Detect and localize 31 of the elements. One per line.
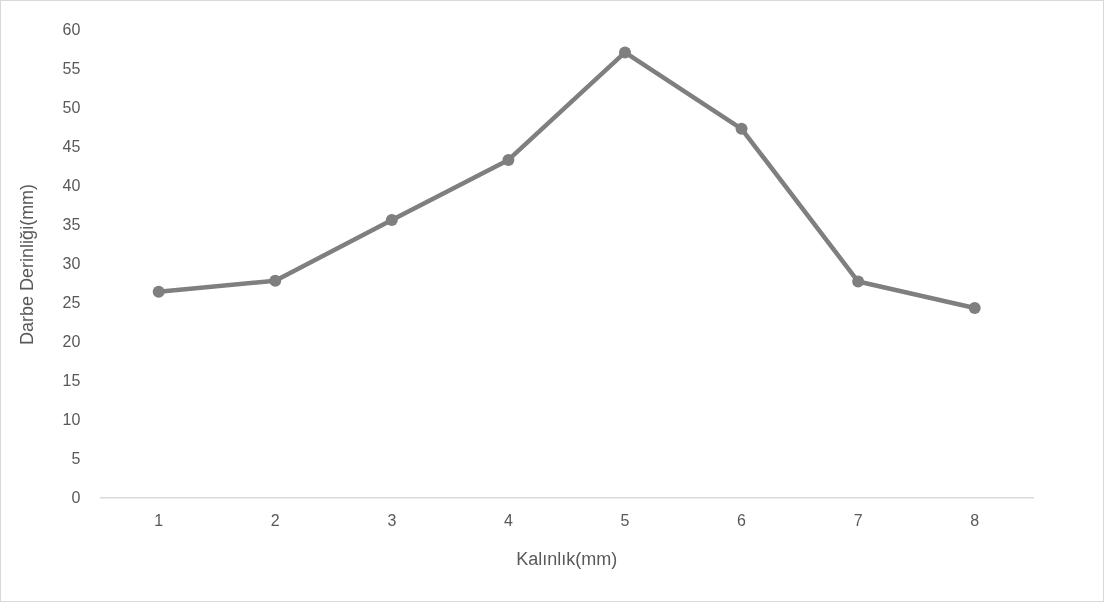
- y-tick-label: 25: [62, 293, 81, 311]
- x-tick-label: 4: [503, 512, 513, 530]
- point: [735, 122, 748, 135]
- point: [852, 275, 865, 288]
- y-tick-label: 0: [71, 488, 81, 506]
- y-tick-label: 15: [62, 371, 81, 389]
- x-tick-label: 1: [154, 512, 164, 530]
- y-tick-label: 35: [62, 215, 81, 233]
- point: [152, 285, 165, 298]
- y-tick-label: 45: [62, 137, 81, 155]
- x-tick-label: 5: [620, 512, 630, 530]
- point: [618, 46, 631, 59]
- y-tick-label: 60: [62, 21, 81, 39]
- point: [968, 302, 981, 315]
- y-tick-label: 55: [62, 59, 81, 77]
- y-tick-label: 20: [62, 332, 81, 350]
- point: [502, 153, 515, 166]
- y-tick-label: 40: [62, 176, 81, 194]
- y-tick-label: 5: [71, 449, 81, 467]
- y-tick-label: 30: [62, 254, 81, 272]
- y-tick-label: 50: [62, 98, 81, 116]
- x-tick-label: 6: [737, 512, 747, 530]
- x-tick-label: 3: [387, 512, 397, 530]
- x-axis-title: Kalınlık(mm): [516, 549, 618, 570]
- x-tick-label: 8: [970, 512, 980, 530]
- x-tick-label: 7: [853, 512, 863, 530]
- point: [269, 274, 282, 287]
- point: [385, 213, 398, 226]
- y-axis-title: Darbe Derinliği(mm): [16, 183, 37, 345]
- y-tick-label: 10: [62, 410, 81, 428]
- x-tick-label: 2: [270, 512, 280, 530]
